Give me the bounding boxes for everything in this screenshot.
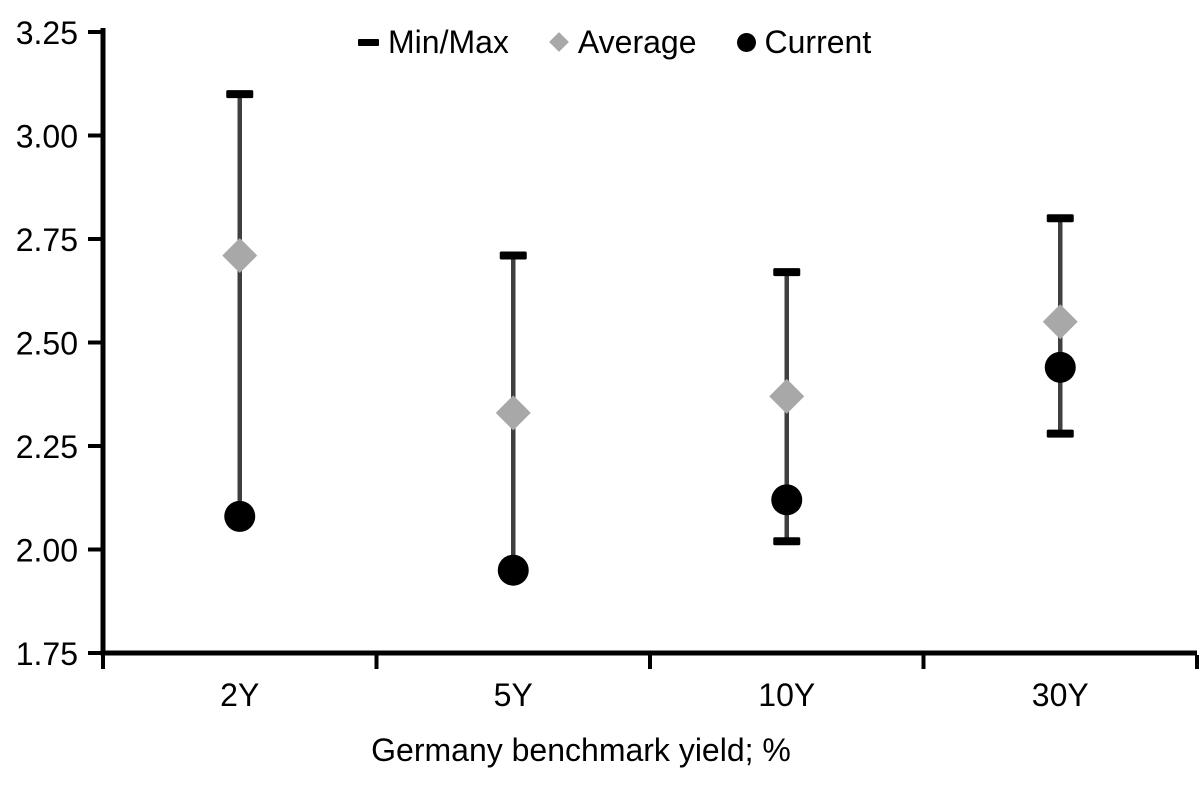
min-cap-10Y (773, 537, 801, 546)
legend-label-current: Current (764, 24, 872, 60)
current-circle-icon (736, 32, 756, 52)
x-category-label-5Y: 5Y (494, 677, 533, 713)
current-marker-10Y (771, 484, 803, 516)
average-marker-2Y (222, 238, 258, 274)
y-tick-label-1.75: 1.75 (16, 636, 78, 672)
y-tick-label-2.50: 2.50 (16, 326, 78, 362)
average-marker-10Y (769, 378, 805, 414)
x-axis-title: Germany benchmark yield; % (371, 732, 791, 768)
x-category-label-2Y: 2Y (220, 677, 259, 713)
current-marker-2Y (224, 500, 256, 532)
current-marker-5Y (497, 554, 529, 586)
average-marker-30Y (1042, 304, 1078, 340)
max-cap-10Y (773, 268, 801, 277)
legend-item-current: Current (736, 24, 872, 60)
y-tick-label-3.25: 3.25 (16, 15, 78, 51)
x-category-label-30Y: 30Y (1032, 677, 1089, 713)
current-marker-30Y (1044, 351, 1076, 383)
y-tick-label-2.25: 2.25 (16, 429, 78, 465)
min-cap-30Y (1046, 429, 1074, 438)
legend-label-minmax: Min/Max (388, 24, 509, 60)
minmax-dash-icon (358, 38, 379, 46)
max-cap-5Y (499, 251, 527, 260)
average-diamond-icon (549, 32, 569, 52)
y-tick-label-2.00: 2.00 (16, 533, 78, 569)
legend-label-average: Average (577, 24, 697, 60)
x-category-label-10Y: 10Y (758, 677, 815, 713)
legend-item-average: Average (549, 26, 697, 58)
y-tick-label-3.00: 3.00 (16, 119, 78, 155)
legend-item-minmax: Min/Max (358, 26, 509, 58)
max-cap-2Y (226, 90, 254, 99)
y-tick-label-2.75: 2.75 (16, 222, 78, 258)
max-cap-30Y (1046, 214, 1074, 223)
chart-legend: Min/Max Average Current (358, 26, 871, 58)
average-marker-5Y (495, 395, 531, 431)
